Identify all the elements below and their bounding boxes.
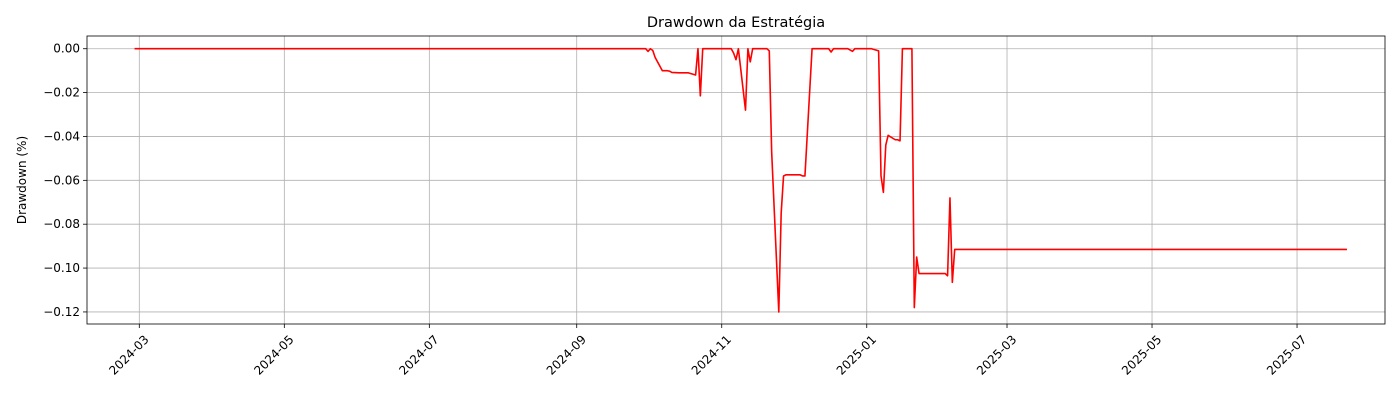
chart-title: Drawdown da Estratégia bbox=[647, 15, 825, 31]
y-tick-label: −0.04 bbox=[43, 129, 80, 143]
x-tick-label: 2025-05 bbox=[1119, 332, 1164, 377]
y-tick-label: −0.10 bbox=[43, 261, 80, 275]
y-axis-label: Drawdown (%) bbox=[15, 136, 29, 224]
y-tick-label: −0.12 bbox=[43, 305, 80, 319]
y-tick-label: 0.00 bbox=[53, 42, 80, 56]
y-tick-label: −0.08 bbox=[43, 217, 80, 231]
grid bbox=[87, 36, 1385, 324]
x-tick-label: 2024-03 bbox=[106, 332, 151, 377]
x-tick-label: 2025-07 bbox=[1264, 332, 1309, 377]
x-tick-label: 2024-07 bbox=[396, 332, 441, 377]
x-tick-label: 2024-05 bbox=[251, 332, 296, 377]
x-tick-label: 2024-11 bbox=[689, 332, 734, 377]
x-tick-label: 2025-03 bbox=[974, 332, 1019, 377]
y-tick-label: −0.06 bbox=[43, 173, 80, 187]
ticks: 2024-03 2024-05 2024-07 2024-09 2024-11 2025-… bbox=[43, 42, 1309, 378]
series-layer bbox=[134, 47, 1347, 313]
series-line-drawdown bbox=[134, 47, 1347, 313]
x-tick-label: 2025-01 bbox=[834, 332, 879, 377]
x-tick-label: 2024-09 bbox=[544, 332, 589, 377]
y-tick-label: −0.02 bbox=[43, 86, 80, 100]
